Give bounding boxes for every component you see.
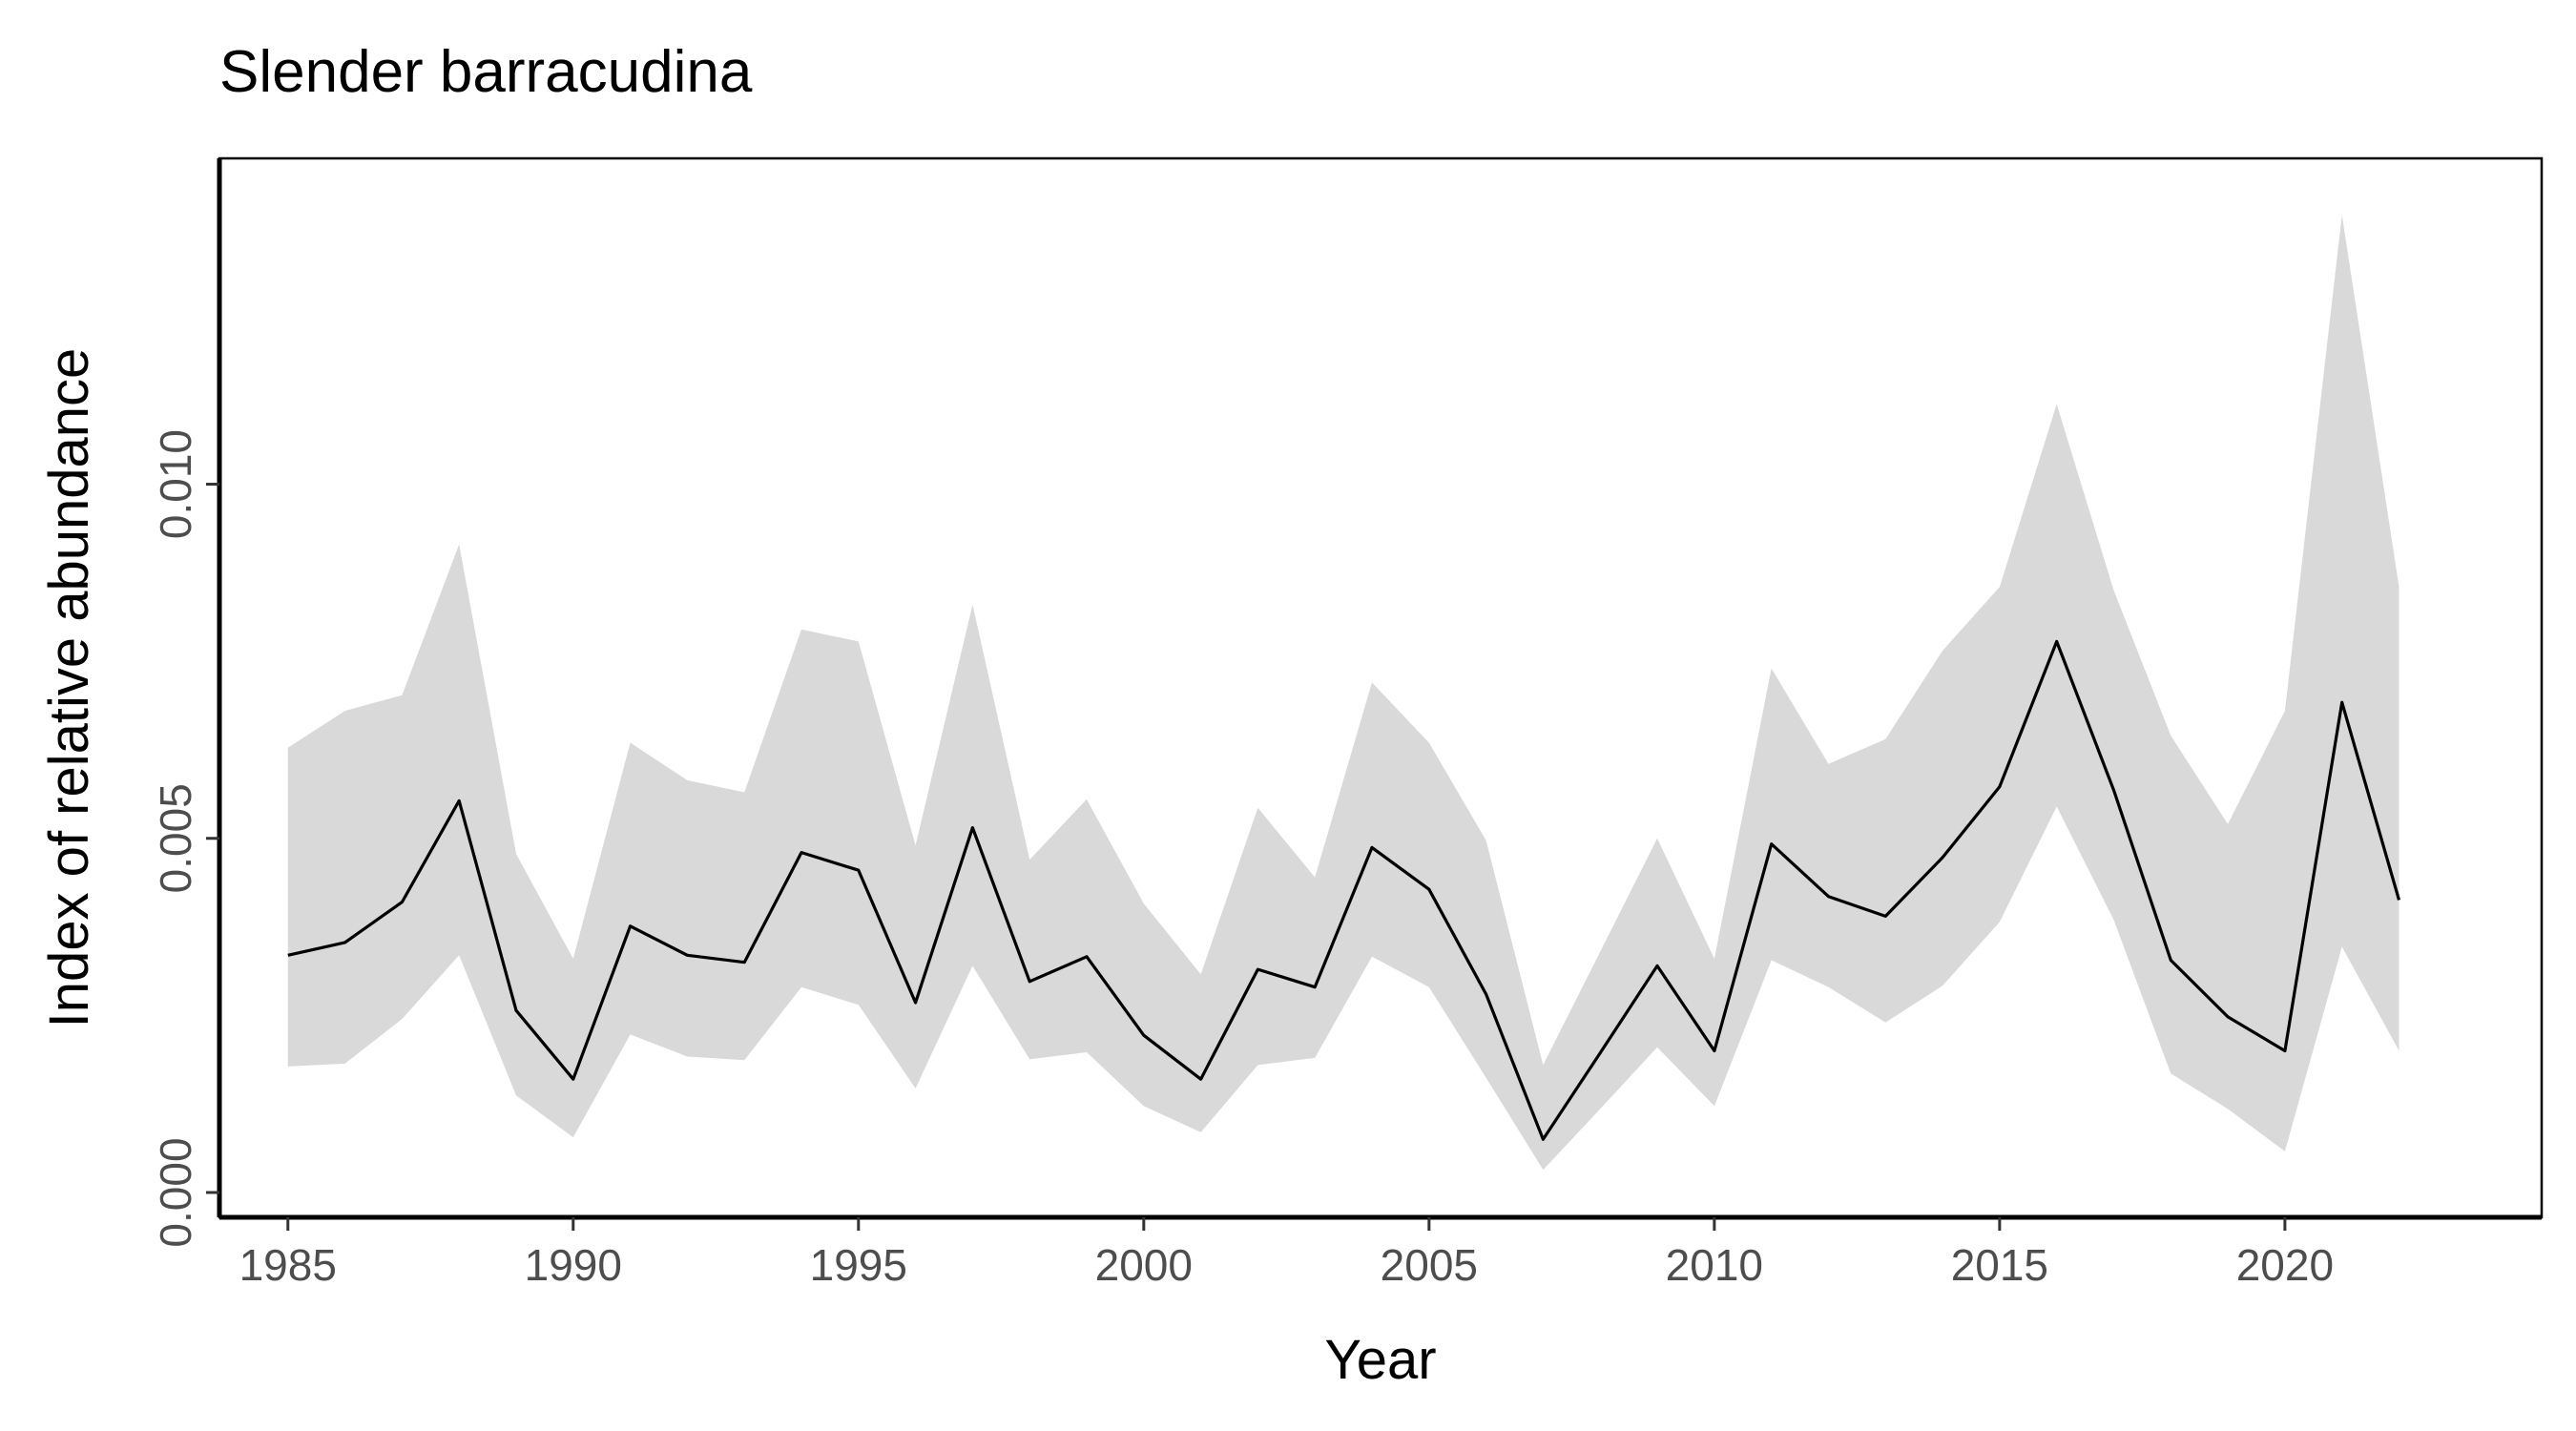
data-point-1995: [853, 864, 864, 876]
index-line: [287, 639, 2401, 1141]
x-tick-label: 1985: [239, 1240, 337, 1290]
x-tick-label: 2005: [1381, 1240, 1478, 1290]
x-axis-ticks: 1985 1990 1995 2000 2005 2010 2015 2020: [239, 1217, 2334, 1290]
data-point-2008: [1594, 1047, 1606, 1059]
x-tick-label: 2015: [1951, 1240, 2048, 1290]
data-point-2013: [1880, 910, 1891, 922]
data-point-2003: [1309, 982, 1320, 993]
y-tick-label: 0.010: [151, 429, 200, 539]
data-point-1985: [282, 949, 294, 961]
x-tick-label: 1995: [810, 1240, 907, 1290]
data-point-2022: [2394, 894, 2405, 905]
data-point-1991: [625, 921, 636, 932]
data-point-1990: [568, 1073, 579, 1085]
data-point-2010: [1709, 1046, 1720, 1057]
data-point-2002: [1252, 964, 1263, 975]
data-point-2007: [1537, 1133, 1548, 1145]
y-axis-title: Index of relative abundance: [38, 348, 100, 1028]
data-point-2020: [2279, 1046, 2291, 1057]
data-point-2009: [1652, 960, 1663, 971]
chart-title: Slender barracudina: [219, 39, 753, 105]
x-tick-label: 2020: [2236, 1240, 2334, 1290]
data-point-2005: [1423, 883, 1435, 895]
data-point-1986: [340, 937, 351, 948]
data-point-2006: [1481, 988, 1492, 1000]
data-point-2018: [2165, 955, 2176, 966]
x-tick-label: 2000: [1095, 1240, 1193, 1290]
y-tick-label: 0.000: [151, 1137, 200, 1247]
confidence-ribbon: [287, 215, 2399, 1171]
data-point-2019: [2222, 1011, 2233, 1023]
data-point-2011: [1766, 839, 1777, 850]
data-point-2014: [1937, 852, 1948, 863]
plot-area: [282, 215, 2405, 1171]
data-point-2015: [1994, 781, 2005, 793]
data-point-1987: [396, 897, 407, 908]
data-point-2021: [2337, 696, 2348, 708]
data-point-1999: [1081, 951, 1092, 963]
data-point-1993: [738, 957, 750, 968]
data-point-2016: [2051, 635, 2063, 647]
data-point-2001: [1195, 1073, 1207, 1085]
data-point-1992: [681, 949, 693, 961]
data-point-1988: [453, 795, 465, 806]
data-point-2004: [1366, 841, 1378, 853]
y-tick-label: 0.005: [151, 783, 200, 893]
data-point-2017: [2109, 784, 2120, 796]
data-point-1994: [796, 847, 807, 859]
x-tick-label: 2010: [1666, 1240, 1763, 1290]
data-point-2012: [1823, 891, 1835, 902]
data-point-1997: [966, 822, 978, 834]
data-point-1989: [510, 1005, 522, 1016]
x-tick-label: 1990: [525, 1240, 622, 1290]
y-axis-ticks: 0.000 0.005 0.010: [151, 429, 219, 1248]
data-point-1996: [910, 997, 922, 1008]
x-axis-title: Year: [1324, 1329, 1436, 1391]
data-point-2000: [1138, 1029, 1150, 1041]
data-point-1998: [1024, 976, 1035, 987]
